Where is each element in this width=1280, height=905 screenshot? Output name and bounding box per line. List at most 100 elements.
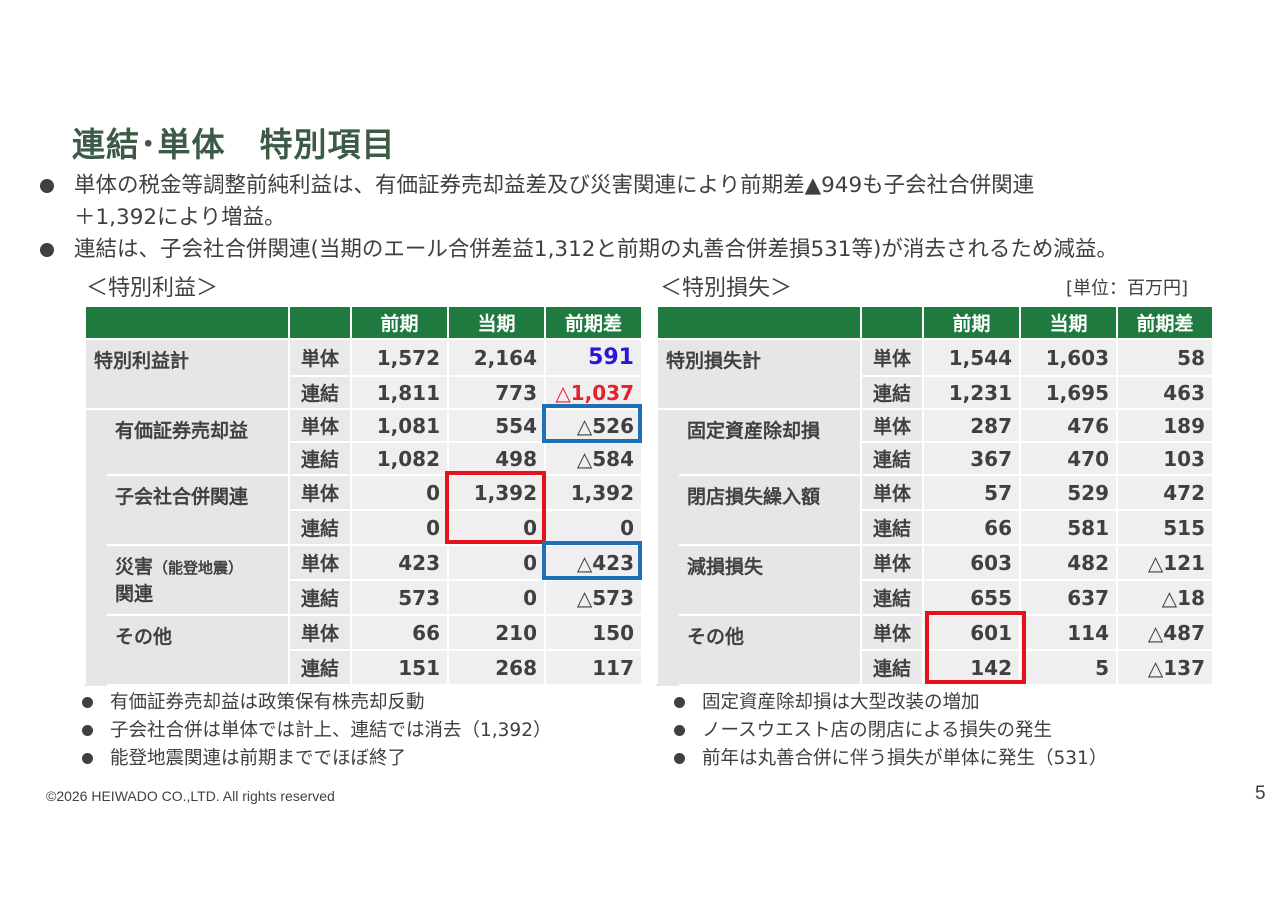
row-label-impairment: 減損損失	[677, 544, 862, 616]
copyright: ©2026 HEIWADO CO.,LTD. All rights reserv…	[46, 788, 335, 804]
value-cell: 1,081	[350, 408, 449, 443]
value-cell: 515	[1116, 509, 1214, 546]
header-prev: 前期	[350, 305, 449, 340]
page-number: 5	[1255, 783, 1266, 804]
value-cell: 367	[922, 441, 1021, 476]
value-cell: 554	[447, 408, 546, 443]
table-row: 特別損失計 単体 1,544 1,603 58	[656, 338, 1214, 410]
value-cell: 142	[922, 649, 1021, 686]
value-cell: 498	[447, 441, 546, 476]
scope-label: 単体	[860, 474, 924, 511]
page-title: 連結･単体 特別項目	[72, 125, 396, 164]
bullet-item: 単体の税金等調整前純利益は、有価証券売却益差及び災害関連により前期差▲949も子…	[38, 170, 1278, 202]
value-cell: 114	[1019, 614, 1118, 651]
value-cell: △584	[544, 441, 643, 476]
value-cell: 103	[1116, 441, 1214, 476]
section-title-extraordinary-loss: ＜特別損失＞	[660, 276, 793, 301]
row-label-disposal: 固定資産除却損	[677, 408, 862, 476]
value-cell: △137	[1116, 649, 1214, 686]
table-row: 連結 1,082 498 △584	[85, 441, 643, 476]
table-row: 固定資産除却損 単体 287 476 189	[656, 408, 1214, 686]
value-cell: 1,392	[447, 474, 546, 511]
value-cell: 0	[447, 579, 546, 616]
scope-label: 単体	[860, 338, 924, 377]
scope-label: 連結	[288, 509, 352, 546]
scope-label: 連結	[288, 649, 352, 686]
row-label-total: 特別損失計	[656, 338, 862, 410]
value-cell: 470	[1019, 441, 1118, 476]
header-prev: 前期	[922, 305, 1021, 340]
value-cell: 151	[350, 649, 449, 686]
note-item: 前年は丸善合併に伴う損失が単体に発生（531）	[664, 745, 1107, 773]
bullet-dot-icon	[82, 725, 93, 736]
table-row: 子会社合併関連 単体 0 1,392 1,392	[85, 474, 643, 546]
table-row: その他 単体 601 114 △487	[657, 614, 1214, 686]
note-item: ノースウエスト店の閉店による損失の発生	[664, 717, 1107, 745]
value-cell: 66	[350, 614, 449, 651]
scope-label: 連結	[860, 649, 924, 686]
table-row: 連結 151 268 117	[85, 649, 643, 686]
scope-label: 連結	[860, 509, 924, 546]
scope-label: 単体	[860, 544, 924, 581]
scope-label: 連結	[860, 441, 924, 476]
value-cell: 476	[1019, 408, 1118, 443]
value-cell: 58	[1116, 338, 1214, 377]
indent-spacer	[656, 408, 679, 686]
note-item: 固定資産除却損は大型改装の増加	[664, 689, 1107, 717]
income-notes: 有価証券売却益は政策保有株売却反動 子会社合併は単体では計上、連結では消去（1,…	[72, 689, 551, 773]
value-cell: 1,082	[350, 441, 449, 476]
scope-label: 連結	[860, 375, 924, 410]
highlight-box-securities-diff	[542, 404, 642, 443]
value-cell: 529	[1019, 474, 1118, 511]
value-cell: 1,695	[1019, 375, 1118, 410]
value-cell: 5	[1019, 649, 1118, 686]
value-cell: 482	[1019, 544, 1118, 581]
value-cell: 1,231	[922, 375, 1021, 410]
value-cell: 268	[447, 649, 546, 686]
scope-label: 単体	[288, 614, 352, 651]
value-cell: 150	[544, 614, 643, 651]
row-label-total: 特別利益計	[84, 338, 290, 410]
scope-label: 単体	[860, 408, 924, 443]
header-blank	[860, 305, 924, 340]
note-item: 子会社合併は単体では計上、連結では消去（1,392）	[72, 717, 551, 745]
bullet-continuation: ＋1,392により増益。	[74, 205, 286, 230]
value-cell: 603	[922, 544, 1021, 581]
value-cell: 655	[922, 579, 1021, 616]
scope-label: 連結	[288, 579, 352, 616]
row-label-other: その他	[677, 614, 862, 686]
header-cur: 当期	[1019, 305, 1118, 340]
value-cell: 66	[922, 509, 1021, 546]
table-row: 連結 367 470 103	[657, 441, 1214, 476]
row-label-other: その他	[105, 614, 290, 686]
value-cell: 189	[1116, 408, 1214, 443]
value-cell: 601	[922, 614, 1021, 651]
header-cur: 当期	[447, 305, 546, 340]
value-cell: 773	[447, 375, 546, 410]
value-cell: 1,544	[922, 338, 1021, 377]
value-cell: △121	[1116, 544, 1214, 581]
bullet-dot-icon	[674, 753, 685, 764]
extraordinary-loss-table: 前期 当期 前期差 特別損失計 単体 1,544 1,603 58 連結 1,2…	[656, 305, 1214, 686]
value-cell: 0	[350, 474, 449, 511]
table-row: 連結 1,811 773 △1,037	[85, 375, 643, 410]
value-cell: 1,811	[350, 375, 449, 410]
value-cell: △18	[1116, 579, 1214, 616]
table-row: その他 単体 66 210 150	[85, 614, 643, 686]
diff-positive: 591	[544, 338, 643, 377]
scope-label: 単体	[288, 408, 352, 443]
note-item: 能登地震関連は前期まででほぼ終了	[72, 745, 551, 773]
loss-notes: 固定資産除却損は大型改装の増加 ノースウエスト店の閉店による損失の発生 前年は丸…	[664, 689, 1107, 773]
value-cell: 472	[1116, 474, 1214, 511]
scope-label: 連結	[288, 375, 352, 410]
row-label-securities: 有価証券売却益	[105, 408, 290, 476]
table-row: 連結 573 0 △573	[85, 579, 643, 616]
highlight-box-disaster-diff	[542, 541, 642, 580]
value-cell: 287	[922, 408, 1021, 443]
scope-label: 連結	[860, 579, 924, 616]
value-cell: 573	[350, 579, 449, 616]
value-cell: △526	[544, 408, 643, 443]
value-cell: 210	[447, 614, 546, 651]
row-label-disaster: 災害（能登地震） 関連	[105, 544, 290, 616]
highlight-box-merger-current	[445, 471, 546, 544]
